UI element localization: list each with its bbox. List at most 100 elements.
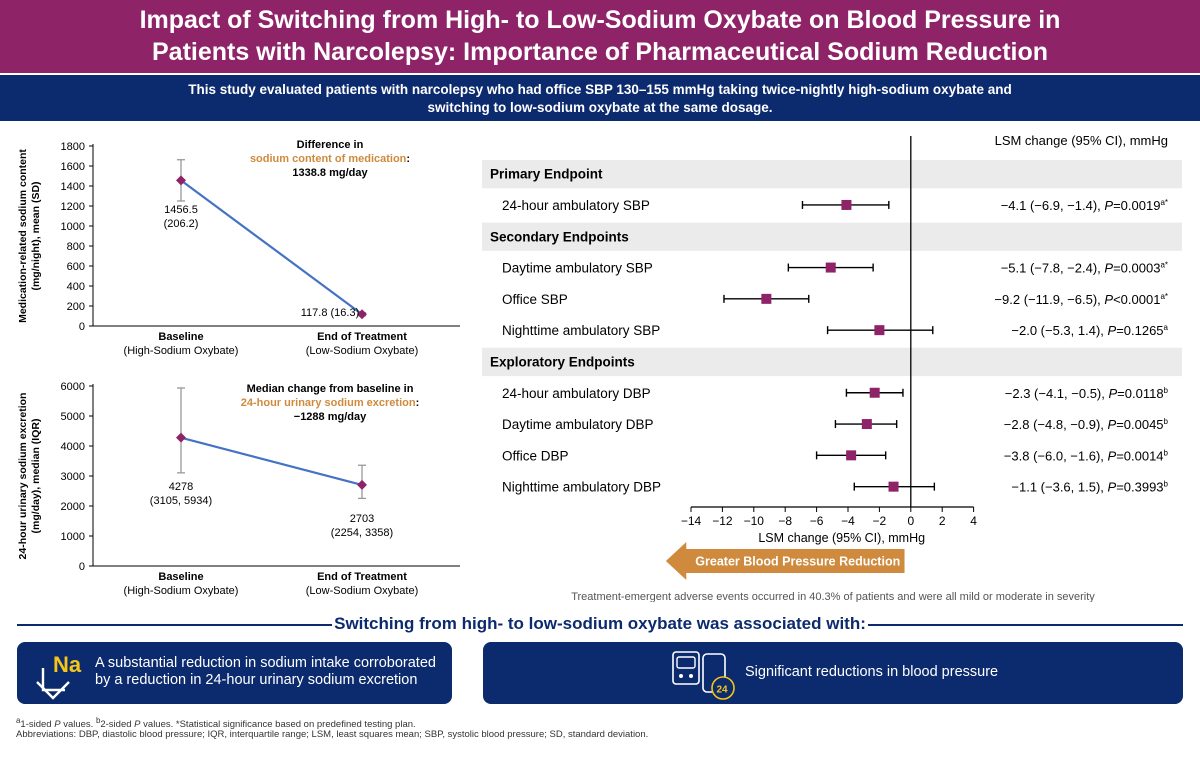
x-tick-label: 2 <box>939 514 946 528</box>
endpoint-label: Daytime ambulatory DBP <box>502 417 654 432</box>
point-estimate <box>841 199 852 210</box>
result-ci: −4.1 (−6.9, −1.4), <box>1001 198 1105 213</box>
y-tick-label: 600 <box>67 261 85 273</box>
result-superscript: a* <box>1160 292 1168 301</box>
sodium-arrow-shaft <box>41 668 65 692</box>
footnote-pvalues: a1-sided P values. b2-sided P values. *S… <box>16 716 416 730</box>
y-tick-label: 1000 <box>61 221 85 233</box>
x-tick-label: −2 <box>873 514 887 528</box>
result-p-letter: P <box>1108 417 1117 432</box>
conclusion-box-sodium: Na A substantial reduction in sodium int… <box>17 642 452 704</box>
result-superscript: a <box>1164 323 1169 332</box>
endpoint-result: −4.1 (−6.9, −1.4), P=0.0019a* <box>1001 198 1168 213</box>
y-axis-label-line: (mg/day), median (IQR) <box>30 419 42 534</box>
y-tick-label: 6000 <box>61 381 85 393</box>
title-line-2: Patients with Narcolepsy: Importance of … <box>151 38 1049 66</box>
result-superscript: a* <box>1160 198 1168 207</box>
x-axis-label: LSM change (95% CI), mmHg <box>758 531 925 545</box>
series-line <box>180 179 363 316</box>
y-tick-label: 1600 <box>61 161 85 173</box>
data-point <box>176 175 186 186</box>
data-label: (3105, 5934) <box>150 495 212 507</box>
point-estimate <box>761 293 772 304</box>
result-p-letter: P <box>1104 198 1113 213</box>
endpoint-label: Daytime ambulatory SBP <box>502 261 653 276</box>
y-tick-label: 1800 <box>61 141 85 153</box>
conclusion-rule-right <box>868 624 1183 626</box>
x-category-label: Baseline <box>158 571 203 583</box>
result-p-value: <0.0001 <box>1113 292 1160 307</box>
annotation-line: 24-hour urinary sodium excretion: <box>241 397 420 409</box>
conclusion-bp-text: Significant reductions in blood pressure <box>745 664 999 680</box>
result-superscript: b <box>1164 386 1169 395</box>
result-ci: −9.2 (−11.9, −6.5), <box>994 292 1104 307</box>
blood-pressure-monitor-icon: 24 <box>672 651 735 700</box>
point-estimate <box>888 481 899 492</box>
point-estimate <box>846 450 857 461</box>
study-description-bar: This study evaluated patients with narco… <box>0 75 1200 121</box>
adverse-events-note: Treatment-emergent adverse events occurr… <box>571 591 1095 602</box>
study-description-line-2: switching to low-sodium oxybate at the s… <box>427 100 773 115</box>
data-label: 117.8 (16.3) <box>301 307 360 319</box>
y-tick-label: 0 <box>79 321 85 333</box>
reduction-arrow-label: Greater Blood Pressure Reduction <box>695 555 900 569</box>
y-tick-label: 4000 <box>61 441 85 453</box>
data-point <box>357 479 367 490</box>
x-tick-label: −4 <box>841 514 855 528</box>
annotation-highlight: sodium content of medication <box>250 153 407 165</box>
result-p-value: =0.0019 <box>1113 198 1160 213</box>
monitor-button <box>679 674 683 678</box>
y-tick-label: 1400 <box>61 181 85 193</box>
x-tick-label: −10 <box>744 514 765 528</box>
endpoint-result: −2.3 (−4.1, −0.5), P=0.0118b <box>1005 386 1169 401</box>
footnote-text: values. <box>60 719 96 731</box>
sodium-symbol: Na <box>53 652 82 677</box>
result-p-letter: P <box>1104 292 1113 307</box>
conclusion-sodium-text: A substantial reduction in sodium intake… <box>95 655 436 688</box>
y-axis-label: Medication-related sodium content(mg/nig… <box>17 149 42 323</box>
section-band <box>482 160 1182 189</box>
data-point <box>357 309 367 320</box>
x-tick-label: −6 <box>810 514 824 528</box>
x-category-sublabel: (High-Sodium Oxybate) <box>124 585 239 597</box>
section-label: Primary Endpoint <box>490 167 603 182</box>
y-axis-label-line: 24-hour urinary sodium excretion <box>17 393 29 560</box>
annotation-value: −1288 mg/day <box>294 411 367 423</box>
footnote-text: 1-sided <box>20 719 55 731</box>
x-category-label: End of Treatment <box>317 331 407 343</box>
x-tick-label: −8 <box>778 514 792 528</box>
result-ci: −2.3 (−4.1, −0.5), <box>1005 386 1109 401</box>
y-tick-label: 200 <box>67 301 85 313</box>
footnote-text: 2-sided <box>100 719 135 731</box>
endpoint-result: −9.2 (−11.9, −6.5), P<0.0001a* <box>994 292 1168 307</box>
endpoint-result: −2.0 (−5.3, 1.4), P=0.1265a <box>1011 323 1168 338</box>
sodium-down-icon: Na <box>36 652 82 700</box>
data-label: 1456.5 <box>164 204 198 216</box>
footnote-sup-a: a <box>16 716 21 725</box>
y-tick-label: 3000 <box>61 471 85 483</box>
x-category-sublabel: (Low-Sodium Oxybate) <box>306 345 419 357</box>
result-ci: −1.1 (−3.6, 1.5), <box>1011 480 1107 495</box>
result-p-value: =0.0118 <box>1117 386 1163 401</box>
result-p-value: =0.1265 <box>1116 323 1163 338</box>
data-label: 4278 <box>169 481 193 493</box>
x-tick-label: 0 <box>907 514 914 528</box>
endpoint-label: 24-hour ambulatory SBP <box>502 198 650 213</box>
annotation-colon: : <box>406 153 410 165</box>
forest-column-header: LSM change (95% CI), mmHg <box>995 133 1168 148</box>
y-tick-label: 800 <box>67 241 85 253</box>
endpoint-label: Nighttime ambulatory DBP <box>502 480 661 495</box>
endpoint-label: 24-hour ambulatory DBP <box>502 386 651 401</box>
y-tick-label: 2000 <box>61 501 85 513</box>
data-label: (206.2) <box>164 218 199 230</box>
study-description-line-1: This study evaluated patients with narco… <box>188 82 1012 97</box>
conclusion-heading: Switching from high- to low-sodium oxyba… <box>0 610 1200 638</box>
conclusion-rule-left <box>17 624 332 626</box>
result-p-letter: P <box>1108 448 1117 463</box>
annotation-line: sodium content of medication: <box>250 153 410 165</box>
result-p-value: =0.0014 <box>1116 448 1163 463</box>
endpoint-label: Nighttime ambulatory SBP <box>502 323 660 338</box>
y-axis-label-line: (mg/night), mean (SD) <box>30 181 42 290</box>
x-category-sublabel: (High-Sodium Oxybate) <box>124 345 239 357</box>
clock-badge-label: 24 <box>717 685 729 696</box>
